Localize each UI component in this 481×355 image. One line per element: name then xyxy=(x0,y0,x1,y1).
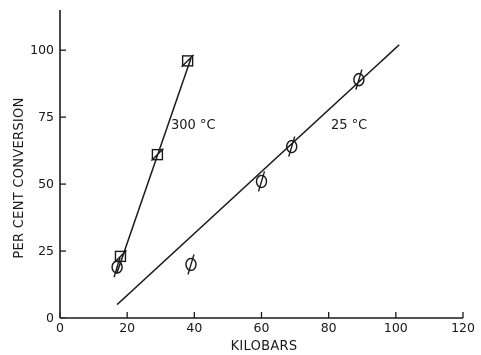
x-tick-label: 0 xyxy=(56,320,64,335)
x-tick-label: 120 xyxy=(451,320,475,335)
y-tick-label: 25 xyxy=(38,243,54,258)
circle-slash-marker xyxy=(255,171,268,192)
y-axis-label: PER CENT CONVERSION xyxy=(12,97,27,258)
x-tick-label: 20 xyxy=(119,320,135,335)
square-marker xyxy=(150,148,164,162)
y-tick-label: 75 xyxy=(38,109,54,124)
circle-slash-marker xyxy=(353,69,365,90)
y-axis-ticks: 0 25 50 75 100 xyxy=(30,42,66,325)
x-tick-label: 60 xyxy=(254,320,270,335)
y-tick-label: 0 xyxy=(46,310,54,325)
x-tick-label: 40 xyxy=(186,320,202,335)
annotation-25c: 25 °C xyxy=(331,118,367,133)
data-markers xyxy=(111,54,365,278)
x-axis-ticks: 0 20 40 60 80 100 120 xyxy=(56,312,475,335)
x-tick-label: 80 xyxy=(321,320,337,335)
fit-line-0 xyxy=(116,57,192,273)
annotation-300c: 300 °C xyxy=(171,118,216,133)
circle-slash-marker xyxy=(286,136,298,157)
square-marker xyxy=(113,249,127,263)
x-axis-label: KILOBARS xyxy=(231,339,298,354)
fit-lines xyxy=(116,44,400,306)
y-tick-label: 50 xyxy=(38,176,54,191)
fit-line-1 xyxy=(116,44,400,306)
circle-slash-marker xyxy=(185,254,197,275)
x-tick-label: 100 xyxy=(384,320,408,335)
y-tick-label: 100 xyxy=(30,42,54,57)
circle-slash-marker xyxy=(111,256,123,278)
square-marker xyxy=(181,54,195,68)
